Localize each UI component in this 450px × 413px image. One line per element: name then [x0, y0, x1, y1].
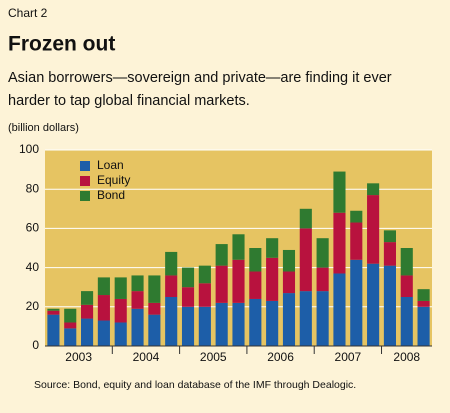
- bar-segment: [215, 302, 228, 346]
- bar-segment: [299, 208, 312, 229]
- bar-segment: [165, 251, 178, 276]
- bar-segment: [131, 308, 144, 346]
- y-tick-label: 100: [19, 142, 39, 156]
- bar-segment: [367, 183, 380, 196]
- bar-segment: [81, 304, 94, 319]
- bar-segment: [282, 249, 296, 272]
- bar-segment: [316, 291, 329, 346]
- bar-segment: [266, 257, 279, 301]
- x-tick-label: 2004: [133, 350, 160, 364]
- bar-segment: [350, 222, 363, 260]
- bar-segment: [148, 302, 161, 315]
- bar-segment: [97, 277, 110, 296]
- bar-segment: [400, 297, 413, 346]
- bar-segment: [333, 171, 346, 213]
- bar-segment: [316, 238, 329, 268]
- subtitle: Asian borrowers—sovereign and private—ar…: [8, 70, 392, 86]
- bar-segment: [165, 275, 178, 297]
- bar-segment: [114, 298, 127, 323]
- bar-segment: [131, 275, 144, 292]
- y-tick-label: 40: [26, 260, 40, 274]
- bar-segment: [350, 210, 363, 223]
- bar-segment: [417, 289, 430, 301]
- bar-segment: [249, 298, 262, 346]
- bar-segment: [266, 300, 279, 346]
- bar-segment: [198, 283, 211, 307]
- legend-label: Bond: [97, 188, 125, 202]
- bar-segment: [383, 230, 396, 243]
- bar-segment: [114, 277, 127, 299]
- bar-segment: [165, 297, 178, 346]
- bar-segment: [64, 322, 77, 329]
- bar-segment: [249, 271, 262, 299]
- x-tick-label: 2005: [200, 350, 227, 364]
- bar-segment: [148, 275, 161, 303]
- bar-segment: [81, 318, 94, 346]
- legend-swatch: [80, 191, 90, 201]
- legend-label: Equity: [97, 173, 130, 187]
- source: Source: Bond, equity and loan database o…: [34, 379, 356, 391]
- bar-segment: [114, 322, 127, 346]
- bar-segment: [350, 259, 363, 346]
- bar-segment: [249, 248, 262, 272]
- bar-segment: [299, 291, 312, 346]
- bar-segment: [266, 238, 279, 258]
- bar-segment: [198, 306, 211, 346]
- y-tick-label: 0: [32, 338, 39, 352]
- bar-segment: [64, 308, 77, 323]
- bar-segment: [232, 259, 245, 303]
- y-axis-label: (billion dollars): [8, 122, 79, 134]
- bar-segment: [47, 314, 60, 346]
- bar-segment: [232, 234, 245, 260]
- legend-swatch: [80, 161, 90, 171]
- bar-segment: [316, 267, 329, 292]
- bar-segment: [198, 265, 211, 284]
- bar-segment: [81, 291, 94, 305]
- bar-segment: [383, 265, 396, 346]
- legend-swatch: [80, 176, 90, 186]
- bar-segment: [417, 306, 430, 346]
- y-tick-label: 80: [26, 181, 40, 195]
- bar-segment: [367, 195, 380, 264]
- bar-segment: [64, 328, 77, 346]
- bar-segment: [299, 228, 312, 292]
- bar-segment: [97, 295, 110, 321]
- bar-segment: [232, 302, 245, 346]
- x-tick-label: 2007: [335, 350, 362, 364]
- bar-segment: [97, 320, 110, 346]
- legend-label: Loan: [97, 158, 124, 172]
- bar-segment: [367, 263, 380, 346]
- chart-label: Chart 2: [8, 6, 48, 20]
- y-tick-label: 60: [26, 221, 40, 235]
- bar-segment: [47, 310, 60, 315]
- x-tick-label: 2006: [267, 350, 294, 364]
- bar-segment: [181, 267, 195, 288]
- bar-segment: [215, 244, 228, 266]
- bar-segment: [181, 287, 195, 307]
- bar-segment: [215, 265, 228, 303]
- x-tick-label: 2003: [65, 350, 92, 364]
- bar-segment: [148, 314, 161, 346]
- bar-segment: [131, 291, 144, 309]
- subtitle: harder to tap global financial markets.: [8, 93, 250, 109]
- bar-segment: [181, 306, 195, 346]
- bar-segment: [282, 271, 296, 294]
- bar-segment: [333, 212, 346, 274]
- bar-segment: [417, 300, 430, 307]
- bar-segment: [383, 242, 396, 266]
- bar-segment: [282, 293, 296, 346]
- bar-segment: [47, 308, 60, 311]
- bar-segment: [400, 275, 413, 297]
- y-tick-label: 20: [26, 299, 40, 313]
- bar-segment: [333, 273, 346, 346]
- bar-segment: [400, 248, 413, 276]
- chart-title: Frozen out: [8, 33, 115, 56]
- x-tick-label: 2008: [393, 350, 420, 364]
